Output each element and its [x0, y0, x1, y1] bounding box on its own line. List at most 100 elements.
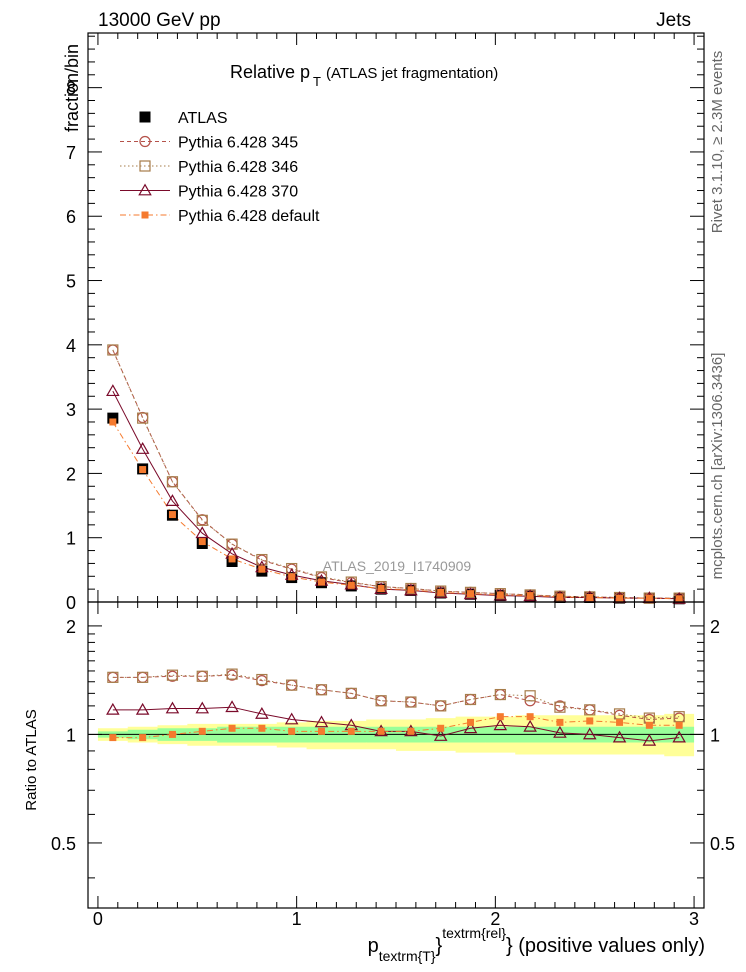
legend-marker-1 [139, 135, 151, 148]
series-2-ratio-point [286, 679, 298, 691]
series-4-ratio-point [288, 727, 296, 735]
series-4-ratio-point [258, 724, 266, 732]
series-2-ratio-point [107, 671, 119, 683]
series-3-ratio-point [612, 730, 627, 743]
series-2-point [137, 412, 149, 424]
series-3-ratio-point [225, 700, 239, 713]
series-4-point [616, 594, 624, 602]
series-2-ratio-point [405, 696, 417, 708]
series-4-point [139, 466, 147, 474]
y-tick-label: 7 [66, 143, 76, 163]
series-2-point [196, 514, 208, 526]
series-2-ratio-point [375, 695, 387, 707]
y-tick-label: 3 [66, 400, 76, 420]
series-4-point [168, 511, 176, 519]
ratio-tick-label: 1 [66, 725, 76, 745]
legend-label-1: Pythia 6.428 345 [178, 135, 298, 152]
series-4-point [198, 538, 206, 546]
series-3-ratio-point [255, 706, 269, 719]
chart-title: Relative p T (ATLAS jet fragmentation) [230, 62, 498, 89]
series-4-ratio-point [675, 721, 683, 729]
series-4-point [347, 581, 355, 589]
series-4-ratio-point [377, 727, 385, 735]
series-3-ratio-point [493, 718, 508, 731]
y-tick-label: 5 [66, 272, 76, 292]
series-4-point [645, 594, 653, 602]
series-2-ratio-point [524, 690, 536, 702]
series-4-point [288, 573, 296, 581]
ratio-tick-label: 2 [66, 617, 76, 637]
ratio-tick-label-right: 2 [710, 617, 720, 637]
series-4-ratio-point [496, 713, 504, 721]
series-4-point [228, 555, 236, 563]
legend-marker-4 [141, 211, 149, 219]
series-4-ratio-point [467, 718, 475, 726]
series-4-ratio-point [109, 734, 117, 742]
x-tick-label: 0 [93, 909, 103, 929]
legend: ATLAS Pythia 6.428 345 Pythia 6.428 346 Pyt… [120, 110, 320, 225]
series-4-ratio-point [317, 727, 325, 735]
y-axis-label: fraction/bin [62, 44, 82, 132]
legend-label-4: Pythia 6.428 default [178, 208, 320, 225]
series-4-ratio-point [645, 721, 653, 729]
x-axis-label-main: p [368, 935, 379, 957]
series-3-point [106, 384, 120, 397]
series-4-point [526, 592, 534, 600]
series-3-ratio-point [284, 712, 299, 725]
series-2-ratio-point [226, 668, 238, 680]
series-3-ratio-point [135, 702, 150, 715]
series-4-point [675, 595, 683, 603]
axis-ticks [88, 33, 704, 908]
x-axis-label-sup: textrm{rel} [442, 925, 506, 941]
series-3-ratio-point [106, 702, 120, 715]
x-tick-label: 2 [490, 909, 500, 929]
legend-marker-3 [138, 183, 152, 196]
header-left: 13000 GeV pp [98, 10, 221, 31]
series-4-point [556, 593, 564, 601]
series-4-ratio-point [139, 734, 147, 742]
series-4-point [258, 565, 266, 573]
chart-title-main: Relative p [230, 62, 310, 82]
series-4-ratio-point [556, 718, 564, 726]
series-2-ratio-point [673, 711, 685, 723]
series-4-point [407, 586, 415, 594]
chart-title-rest: (ATLAS jet fragmentation) [326, 65, 498, 82]
ratio-y-axis-label: Ratio to ATLAS [23, 709, 40, 810]
series-4-point [377, 584, 385, 592]
series-3-ratio-point [553, 725, 567, 738]
series-3-ratio-point [165, 701, 180, 714]
series-3-ratio-point [433, 729, 448, 741]
ratio-plot-frame [87, 601, 705, 909]
legend-label-3: Pythia 6.428 370 [178, 184, 298, 201]
series-3-ratio-point [463, 721, 478, 734]
x-axis-label-tail: } (positive values only) [506, 935, 705, 957]
series-2-ratio-point [584, 704, 596, 716]
series-3-ratio-point [195, 701, 210, 714]
x-axis-label-sub: textrm{T} [379, 948, 436, 964]
series-4-ratio-point [616, 718, 624, 726]
series-4-ratio-point [198, 727, 206, 735]
series-markers [106, 344, 686, 746]
series-4-point [496, 591, 504, 599]
series-4-ratio-point [586, 717, 594, 725]
series-2-point [256, 553, 268, 566]
y-tick-label: 8 [66, 79, 76, 99]
series-4-ratio-point [407, 727, 415, 735]
ratio-tick-label-right: 0.5 [710, 834, 735, 854]
series-4-ratio-point [437, 724, 445, 732]
y-tick-label: 4 [66, 336, 76, 356]
series-2-ratio-point [256, 673, 268, 686]
series-4-ratio-point [228, 724, 236, 732]
series-3-ratio-point [582, 727, 597, 740]
series-0-point [107, 412, 119, 424]
series-4-point [437, 588, 445, 596]
series-3-ratio-point [523, 719, 537, 732]
header-right: Jets [656, 10, 691, 31]
series-3-point [135, 442, 150, 454]
series-1-ratio-point [494, 688, 506, 701]
legend-marker-2 [139, 160, 151, 172]
series-4-ratio-line [112, 716, 680, 739]
series-2-point [166, 476, 179, 488]
series-2-ratio-point [435, 700, 447, 712]
